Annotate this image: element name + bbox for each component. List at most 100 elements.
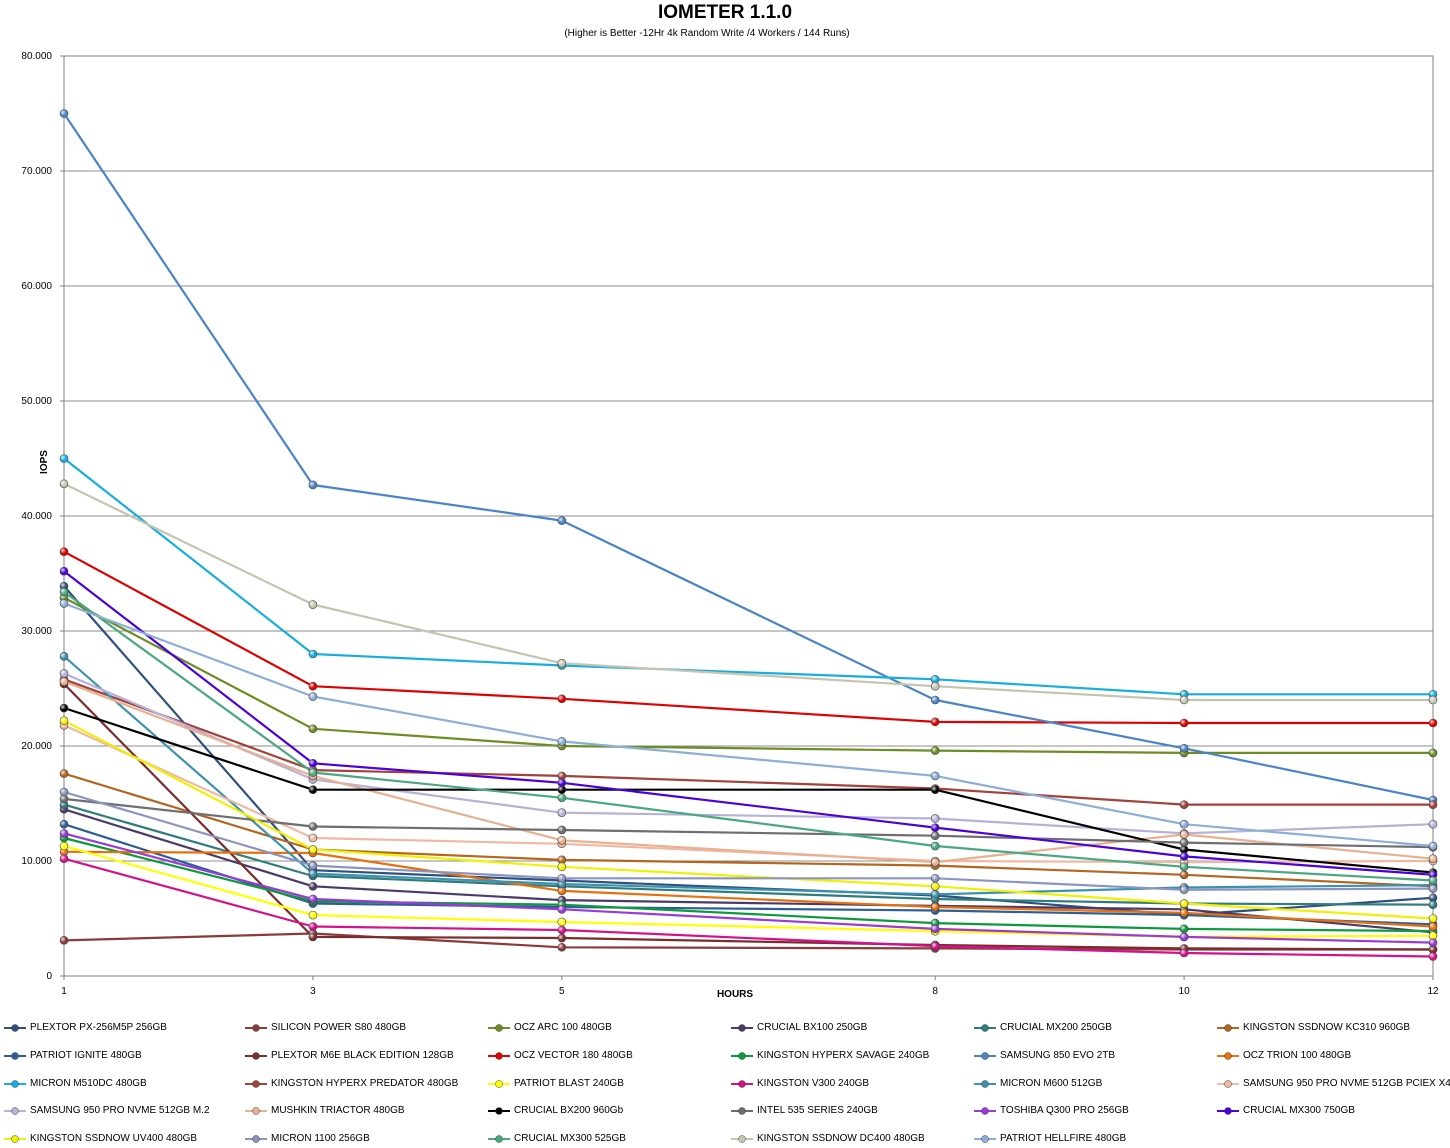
data-point (1428, 800, 1438, 809)
data-point (1179, 819, 1189, 829)
series-line (63, 678, 1433, 806)
data-point (59, 547, 69, 556)
series-line (63, 585, 1434, 917)
data-point (59, 841, 69, 851)
legend-label: OCZ VECTOR 180 480GB (514, 1050, 633, 1061)
data-point (1179, 908, 1189, 918)
legend-label: CRUCIAL MX300 750GB (1243, 1105, 1355, 1116)
data-point (308, 768, 318, 777)
data-point (1179, 899, 1189, 908)
data-point (308, 833, 318, 843)
data-point (1179, 948, 1189, 958)
legend-swatch (488, 1080, 510, 1088)
legend-label: KINGSTON HYPERX PREDATOR 480GB (271, 1078, 459, 1089)
series-line (63, 803, 1434, 906)
legend-label: MUSHKIN TRIACTOR 480GB (271, 1105, 405, 1116)
data-point (557, 942, 567, 952)
data-point (1428, 914, 1438, 923)
legend-label: SAMSUNG 950 PRO NVME 512GB PCIEX X4 (1243, 1078, 1450, 1089)
legend-swatch (974, 1080, 996, 1088)
data-point (557, 516, 567, 525)
data-point (59, 109, 69, 118)
legend-label: INTEL 535 SERIES 240GB (757, 1105, 878, 1116)
y-tick-label: 30.000 (21, 626, 52, 637)
legend-swatch (731, 1135, 753, 1143)
data-point (1179, 800, 1189, 809)
legend-swatch (245, 1080, 267, 1088)
data-point (1428, 718, 1438, 728)
data-point (930, 681, 940, 691)
data-point (557, 808, 567, 818)
data-point (59, 677, 69, 686)
data-point (557, 917, 567, 927)
data-point (308, 681, 318, 691)
legend-swatch (245, 1024, 267, 1032)
data-point (308, 932, 318, 942)
data-point (1179, 862, 1189, 872)
data-point (930, 823, 940, 832)
data-point (930, 785, 940, 795)
data-point (557, 694, 567, 704)
legend-label: SAMSUNG 950 PRO NVME 512GB M.2 (30, 1105, 210, 1116)
x-axis-label: HOURS (717, 989, 753, 1000)
data-point (930, 902, 940, 912)
legend-swatch (974, 1052, 996, 1060)
data-point (1428, 922, 1438, 931)
series-line (63, 457, 1433, 696)
data-point (930, 771, 940, 781)
data-point (557, 862, 567, 872)
legend-label: SILICON POWER S80 480GB (271, 1022, 407, 1033)
data-point (930, 695, 940, 705)
series-lines (63, 112, 1434, 958)
legend-swatch-marker (252, 1107, 260, 1115)
legend-swatch (488, 1052, 510, 1060)
legend-swatch-marker (1224, 1107, 1232, 1115)
data-point (1179, 743, 1189, 753)
series-line (63, 790, 1434, 891)
legend-swatch (731, 1052, 753, 1060)
series-line (63, 680, 1434, 864)
data-point (59, 829, 69, 838)
legend-swatch-marker (495, 1024, 503, 1032)
legend-swatch (974, 1135, 996, 1143)
legend-swatch-marker (738, 1080, 746, 1088)
chart-title: IOMETER 1.1.0 (657, 2, 793, 23)
legend-label: KINGSTON SSDNOW UV400 480GB (30, 1133, 198, 1144)
legend-swatch (488, 1107, 510, 1115)
data-point (59, 703, 69, 713)
legend-swatch-marker (738, 1024, 746, 1032)
data-point (557, 793, 567, 803)
legend-swatch-marker (981, 1080, 989, 1088)
series-line (63, 706, 1434, 874)
y-axis-label: IOPS (39, 450, 50, 474)
data-point (1428, 900, 1438, 910)
data-point (59, 854, 69, 864)
data-point (930, 841, 940, 851)
legend-swatch (4, 1024, 26, 1032)
legend-swatch (245, 1052, 267, 1060)
series-line (63, 857, 1434, 958)
legend-label: PATRIOT BLAST 240GB (514, 1078, 624, 1089)
data-point (308, 894, 318, 904)
legend-swatch (974, 1107, 996, 1115)
data-point (59, 669, 69, 678)
data-point (308, 881, 318, 891)
data-point (1179, 932, 1189, 942)
series-line (63, 591, 1434, 882)
legend-swatch (4, 1135, 26, 1143)
legend-swatch-marker (11, 1107, 19, 1115)
legend-swatch (4, 1080, 26, 1088)
legend-label: KINGSTON V300 240GB (757, 1078, 870, 1089)
data-point (1428, 819, 1438, 829)
data-point (308, 692, 318, 701)
legend-label: MICRON M510DC 480GB (30, 1078, 147, 1089)
data-point (557, 835, 567, 845)
legend-swatch-marker (252, 1080, 260, 1088)
data-point (1179, 838, 1189, 847)
data-point (1428, 952, 1438, 961)
chart-subtitle: (Higher is Better -12Hr 4k Random Write … (564, 28, 850, 39)
legend-swatch-marker (738, 1135, 746, 1143)
legend-swatch (245, 1107, 267, 1115)
legend-swatch-marker (495, 1135, 503, 1143)
series-line (63, 836, 1434, 933)
